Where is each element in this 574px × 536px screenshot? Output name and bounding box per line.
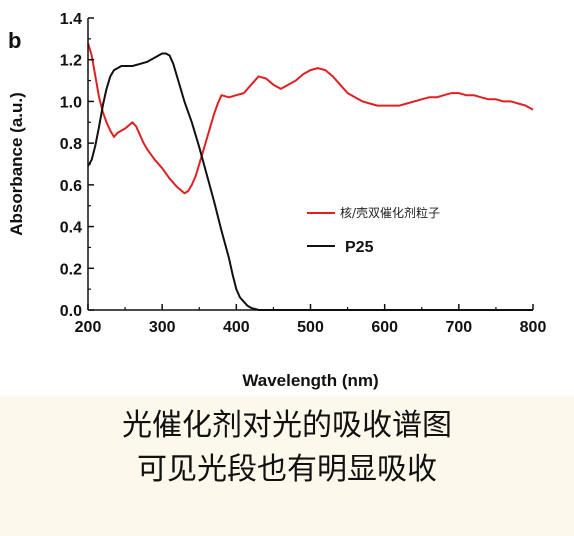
- x-tick-label-600: 600: [371, 319, 398, 336]
- y-tick-label-0.6: 0.6: [60, 178, 82, 195]
- chart-panel: b 200 300 400 500 600 700 800 0.0 0.2 0.4 0.6 0.8 1.…: [0, 0, 574, 396]
- y-axis-title: Absorbance (a.u.): [7, 92, 26, 236]
- y-tick-label-0.0: 0.0: [60, 303, 82, 320]
- y-tick-label-1.0: 1.0: [60, 94, 82, 111]
- x-tick-label-300: 300: [149, 319, 176, 336]
- series-line-core-shell: [87, 42, 534, 195]
- series-layer: [87, 42, 534, 311]
- y-tick-label-1.2: 1.2: [60, 53, 82, 70]
- y-tick-label-0.4: 0.4: [60, 220, 82, 237]
- x-tick-label-700: 700: [445, 319, 472, 336]
- y-tick-label-1.4: 1.4: [60, 11, 82, 28]
- caption: 光催化剂对光的吸收谱图 可见光段也有明显吸收: [0, 404, 574, 492]
- legend-label-p25: P25: [345, 239, 374, 256]
- absorbance-chart: b 200 300 400 500 600 700 800 0.0 0.2 0.4 0.6 0.8 1.…: [7, 11, 547, 390]
- x-tick-label-400: 400: [223, 319, 250, 336]
- ticks-layer: 200 300 400 500 600 700 800 0.0 0.2 0.4 0.6 0.8 1.0 1…: [60, 11, 547, 336]
- panel-label: b: [8, 28, 21, 53]
- x-tick-label-200: 200: [75, 319, 102, 336]
- caption-line-1: 光催化剂对光的吸收谱图: [122, 408, 452, 443]
- x-tick-label-800: 800: [520, 319, 547, 336]
- x-axis-title: Wavelength (nm): [242, 371, 378, 390]
- x-tick-label-500: 500: [297, 319, 324, 336]
- legend: 核/壳双催化剂粒子 P25: [307, 205, 440, 256]
- y-tick-label-0.2: 0.2: [60, 261, 82, 278]
- series-line-p25: [87, 52, 533, 311]
- legend-label-core-shell: 核/壳双催化剂粒子: [340, 205, 440, 220]
- caption-line-2: 可见光段也有明显吸收: [137, 452, 437, 487]
- axes-layer: [87, 18, 533, 311]
- y-tick-label-0.8: 0.8: [60, 136, 82, 153]
